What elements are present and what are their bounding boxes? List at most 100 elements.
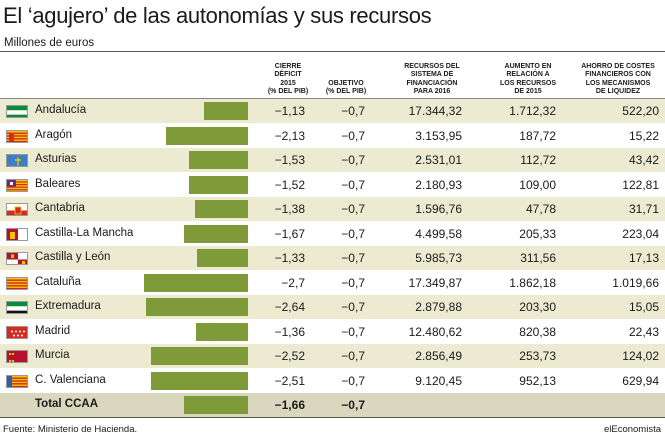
aumento-value: 1.712,32 <box>509 104 556 118</box>
region-name: Asturias <box>35 153 77 165</box>
total-deficit-value: −1,66 <box>274 398 305 412</box>
region-name: Castilla y León <box>35 251 111 263</box>
deficit-bar <box>194 200 248 218</box>
valenciana-flag <box>6 374 28 388</box>
recursos-value: 17.349,87 <box>408 275 462 290</box>
region-name: Andalucía <box>35 104 87 116</box>
cataluna-flag <box>6 276 28 290</box>
andalucia-flag <box>6 105 28 118</box>
header-objetivo: OBJETIVO (% DEL PIB) <box>325 79 367 96</box>
region-name: Aragón <box>35 128 73 141</box>
recursos-value: 2.531,01 <box>415 153 462 167</box>
objetivo-value: −0,7 <box>341 251 365 265</box>
region-name: Cantabria <box>35 202 85 214</box>
table-row: Andalucía −1,13 −0,7 17.344,32 1.712,32 522,2… <box>0 99 665 124</box>
deficit-value: −1,36 <box>274 324 305 339</box>
deficit-bar <box>183 224 248 243</box>
recursos-value: 2.879,88 <box>415 300 462 314</box>
recursos-value: 3.153,95 <box>415 128 462 143</box>
table-row: Cantabria −1,38 −0,7 1.596,76 47,78 31,71 <box>0 197 665 222</box>
aumento-value: 253,73 <box>519 349 556 363</box>
data-table: Andalucía −1,13 −0,7 17.344,32 1.712,32 522,2… <box>0 99 665 418</box>
objetivo-value: −0,7 <box>341 275 365 290</box>
deficit-value: −2,13 <box>274 128 305 143</box>
table-row: Asturias −1,53 −0,7 2.531,01 112,72 43,42 <box>0 148 665 173</box>
castilla-la-mancha-flag <box>6 227 28 241</box>
recursos-value: 17.344,32 <box>408 104 462 118</box>
top-rule <box>0 51 665 52</box>
chart-subtitle: Millones de euros <box>4 37 95 49</box>
total-deficit-bar <box>184 396 248 414</box>
ahorro-value: 15,05 <box>628 300 659 314</box>
ahorro-value: 22,43 <box>628 324 659 339</box>
objetivo-value: −0,7 <box>341 104 365 118</box>
total-row: Total CCAA −1,66 −0,7 <box>0 393 665 418</box>
deficit-value: −1,67 <box>274 226 305 241</box>
objetivo-value: −0,7 <box>341 177 365 192</box>
deficit-bar <box>144 273 248 292</box>
aumento-value: 952,13 <box>519 373 556 388</box>
table-row: Castilla y León −1,33 −0,7 5.985,73 311,56 17… <box>0 246 665 271</box>
region-name: Murcia <box>35 349 70 361</box>
murcia-flag <box>6 350 28 363</box>
aumento-value: 109,00 <box>519 177 556 192</box>
deficit-bar <box>165 126 248 145</box>
deficit-value: −2,64 <box>274 300 305 314</box>
objetivo-value: −0,7 <box>341 300 365 314</box>
aumento-value: 311,56 <box>520 251 556 265</box>
header-aumento: AUMENTO EN RELACIÓN A LOS RECURSOS DE 2015 <box>499 62 556 96</box>
table-row: Madrid −1,36 −0,7 12.480,62 820,38 22,43 <box>0 319 665 344</box>
deficit-value: −1,13 <box>274 104 305 118</box>
region-name: Extremadura <box>35 300 101 312</box>
deficit-bar <box>196 249 248 267</box>
region-name: Baleares <box>35 177 81 190</box>
aumento-value: 187,72 <box>519 128 556 143</box>
header-recursos: RECURSOS DEL SISTEMA DE FINANCIACIÓN PARA 2… <box>404 62 460 96</box>
ahorro-value: 629,94 <box>622 373 659 388</box>
table-row: Baleares −1,52 −0,7 2.180,93 109,00 122,81 <box>0 172 665 197</box>
deficit-value: −1,52 <box>274 177 305 192</box>
deficit-value: −2,51 <box>274 373 305 388</box>
recursos-value: 2.856,49 <box>415 349 462 363</box>
aumento-value: 820,38 <box>519 324 556 339</box>
table-row: Extremadura −2,64 −0,7 2.879,88 203,30 15,05 <box>0 295 665 320</box>
region-name: Cataluña <box>35 275 82 288</box>
asturias-flag <box>6 154 28 167</box>
objetivo-value: −0,7 <box>341 153 365 167</box>
castilla-y-leon-flag <box>6 252 28 265</box>
region-name: Madrid <box>35 324 71 337</box>
madrid-flag <box>6 325 28 339</box>
table-row: C. Valenciana −2,51 −0,7 9.120,45 952,13 629,… <box>0 368 665 393</box>
ahorro-value: 522,20 <box>622 104 659 118</box>
objetivo-value: −0,7 <box>341 226 365 241</box>
objetivo-value: −0,7 <box>341 373 365 388</box>
ahorro-value: 31,71 <box>628 202 659 216</box>
table-row: Castilla-La Mancha −1,67 −0,7 4.499,58 205,3… <box>0 221 665 246</box>
recursos-value: 4.499,58 <box>415 226 462 241</box>
recursos-value: 2.180,93 <box>415 177 462 192</box>
deficit-bar <box>150 347 248 365</box>
header-ahorro: AHORRO DE COSTES FINANCIEROS CON LOS MECAN… <box>581 62 655 96</box>
aumento-value: 47,78 <box>525 202 556 216</box>
recursos-value: 1.596,76 <box>415 202 462 216</box>
table-row: Murcia −2,52 −0,7 2.856,49 253,73 124,02 <box>0 344 665 369</box>
ahorro-value: 124,02 <box>622 349 659 363</box>
deficit-bar <box>151 371 248 390</box>
recursos-value: 5.985,73 <box>415 251 462 265</box>
objetivo-value: −0,7 <box>341 324 365 339</box>
region-name: C. Valenciana <box>35 373 106 386</box>
ahorro-value: 17,13 <box>628 251 659 265</box>
deficit-value: −1,53 <box>274 153 305 167</box>
total-label: Total CCAA <box>35 398 99 410</box>
deficit-bar <box>189 151 248 169</box>
deficit-value: −2,52 <box>274 349 305 363</box>
objetivo-value: −0,7 <box>341 202 365 216</box>
baleares-flag <box>6 178 28 192</box>
extremadura-flag <box>6 301 28 314</box>
deficit-bar <box>204 102 248 120</box>
deficit-value: −1,38 <box>274 202 305 216</box>
header-deficit: CIERRE DÉFICIT 2015 (% DEL PIB) <box>267 62 309 96</box>
total-objetivo-value: −0,7 <box>341 398 365 412</box>
ahorro-value: 223,04 <box>622 226 659 241</box>
header-rule <box>0 98 665 99</box>
